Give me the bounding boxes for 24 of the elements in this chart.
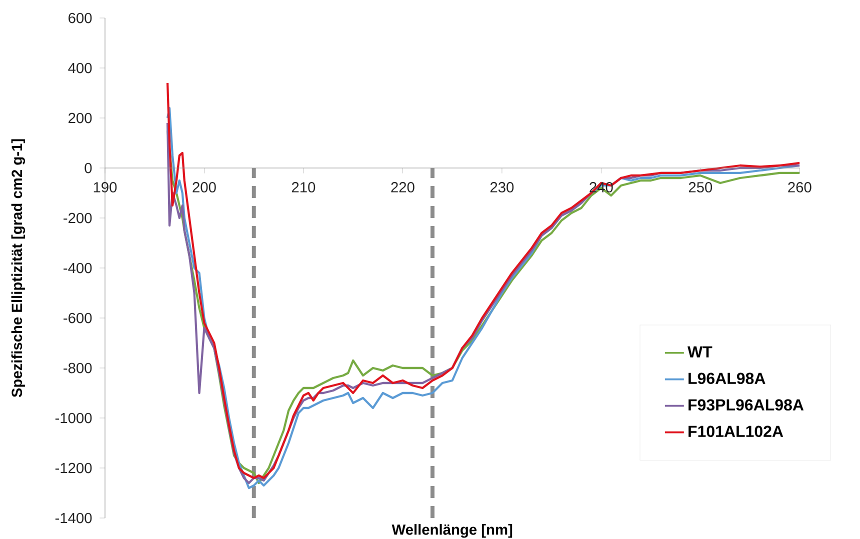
x-tick-label: 200 [192,182,216,192]
y-tick-label: 400 [68,62,92,74]
legend-label: L96AL98A [688,372,766,384]
y-axis-title: Spezifische Elliptizität [grad cm2 g-1] [11,139,26,398]
legend-label: F101AL102A [688,426,784,438]
y-tick-label: 200 [68,112,92,124]
x-tick-label: 220 [391,182,414,192]
y-tick-label: -1000 [55,412,92,424]
y-tick-label: -800 [64,362,92,374]
legend-label: F93PL96AL98A [688,399,804,411]
x-tick-label: 210 [292,182,316,192]
y-tick-label: -1400 [55,512,92,524]
y-tick-label: -1200 [55,462,92,474]
x-tick-label: 230 [490,182,514,192]
x-tick-label: 260 [788,182,812,192]
y-tick-label: -600 [64,312,92,324]
x-tick-label: 250 [688,182,712,192]
x-tick-label: 190 [94,182,117,192]
y-tick-label: 600 [68,12,92,24]
y-tick-label: -400 [64,262,92,274]
legend-label: WT [688,346,712,358]
x-axis-title: Wellenlänge [nm] [392,524,512,538]
y-tick-label: -200 [64,212,92,224]
y-tick-label: 0 [84,162,92,174]
